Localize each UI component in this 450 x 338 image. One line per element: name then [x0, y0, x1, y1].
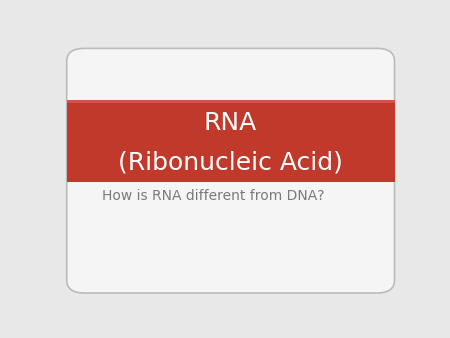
Bar: [67, 103, 395, 183]
Text: How is RNA different from DNA?: How is RNA different from DNA?: [102, 189, 324, 203]
Text: RNA: RNA: [204, 111, 257, 135]
FancyBboxPatch shape: [67, 48, 395, 293]
Text: (Ribonucleic Acid): (Ribonucleic Acid): [118, 150, 343, 174]
Bar: [67, 100, 395, 103]
